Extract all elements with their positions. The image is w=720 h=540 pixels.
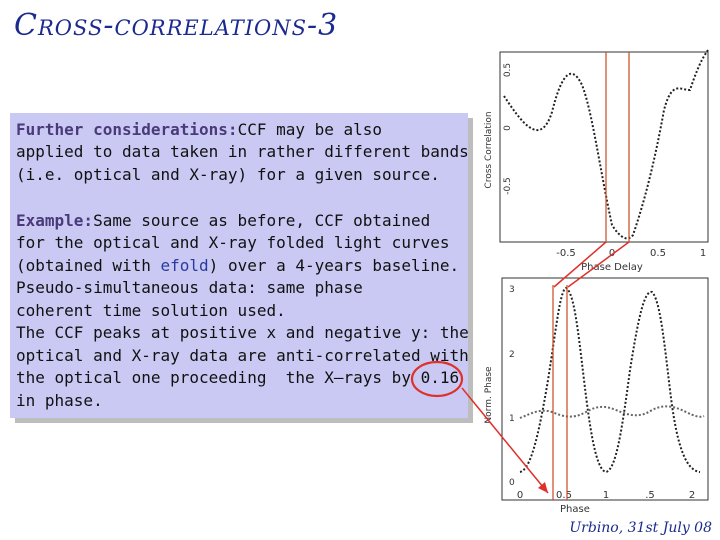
top-xtick-4: 1: [700, 248, 706, 259]
xray-light-curve: [519, 405, 705, 419]
bottom-xtick-1: 0: [517, 490, 523, 501]
para2-line3-post: ) over a 4-years baseline.: [208, 256, 460, 275]
top-ytick-1: 0.5: [503, 63, 513, 77]
top-xtick-3: 0.5: [650, 248, 666, 259]
para1-text: CCF may be also: [237, 120, 383, 139]
bottom-xtick-2: 0.5: [556, 490, 572, 501]
para1-line2: applied to data taken in rather differen…: [16, 142, 469, 161]
para2-text: Same source as before, CCF obtained: [93, 211, 431, 230]
bottom-xtick-3: 1: [603, 490, 609, 501]
para2-line1: Example:Same source as before, CCF obtai…: [16, 210, 430, 233]
top-ylabel: Cross Correlation: [484, 111, 494, 188]
bottom-ylabel: Norm. Phase: [484, 366, 494, 424]
slide-footer: Urbino, 31st July 08: [569, 520, 712, 536]
highlight-circle: [410, 360, 464, 398]
para2-line3: (obtained with efold) over a 4-years bas…: [16, 255, 459, 278]
para2-line7: optical and X-ray data are anti-correlat…: [16, 346, 469, 365]
top-plot-frame: [499, 51, 709, 243]
para2-line3-pre: (obtained with: [16, 256, 161, 275]
bottom-plot-frame: [501, 277, 709, 501]
para2-line2: for the optical and X-ray folded light c…: [16, 233, 450, 252]
bottom-ytick-4: 0: [509, 478, 515, 488]
para2-line4: Pseudo-simultaneous data: same phase: [16, 278, 363, 297]
para2-line8: the optical one proceeding the X—rays by…: [16, 367, 459, 390]
arrow-right-top: [567, 241, 630, 288]
top-xlabel: Phase Delay: [581, 262, 643, 273]
arrow-to-axis: [461, 387, 549, 494]
bottom-xtick-4: .5: [645, 490, 655, 501]
bottom-ytick-3: 1: [509, 414, 515, 424]
efold-link[interactable]: efold: [160, 256, 209, 275]
arrow-left-top: [553, 241, 607, 288]
top-ytick-3: -0.5: [503, 177, 513, 195]
bottom-xtick-5: 2: [689, 490, 695, 501]
bottom-xlabel: Phase: [560, 504, 590, 515]
para1-line1: Further considerations:CCF may be also: [16, 119, 382, 142]
ccf-curve: [503, 49, 709, 240]
bottom-ytick-1: 3: [509, 285, 515, 295]
slide-title: Cross-correlations-3: [14, 8, 339, 43]
para2-line8-text: the optical one proceeding the X—rays by: [16, 368, 411, 387]
top-ytick-2: 0: [503, 125, 513, 131]
bottom-ytick-2: 2: [509, 350, 515, 360]
highlight-value: 0.16: [420, 368, 460, 387]
para2-heading: Example:: [16, 211, 94, 230]
text-box: [10, 113, 468, 418]
top-xtick-2: 0: [609, 248, 615, 259]
para2-line9: in phase.: [16, 391, 103, 410]
para1-heading: Further considerations:: [16, 120, 238, 139]
para1-line3: (i.e. optical and X-ray) for a given sou…: [16, 165, 440, 184]
para2-line5: coherent time solution used.: [16, 301, 286, 320]
arrowhead: [538, 482, 548, 493]
para2-line6: The CCF peaks at positive x and negative…: [16, 323, 469, 342]
top-xtick-1: -0.5: [556, 248, 576, 259]
